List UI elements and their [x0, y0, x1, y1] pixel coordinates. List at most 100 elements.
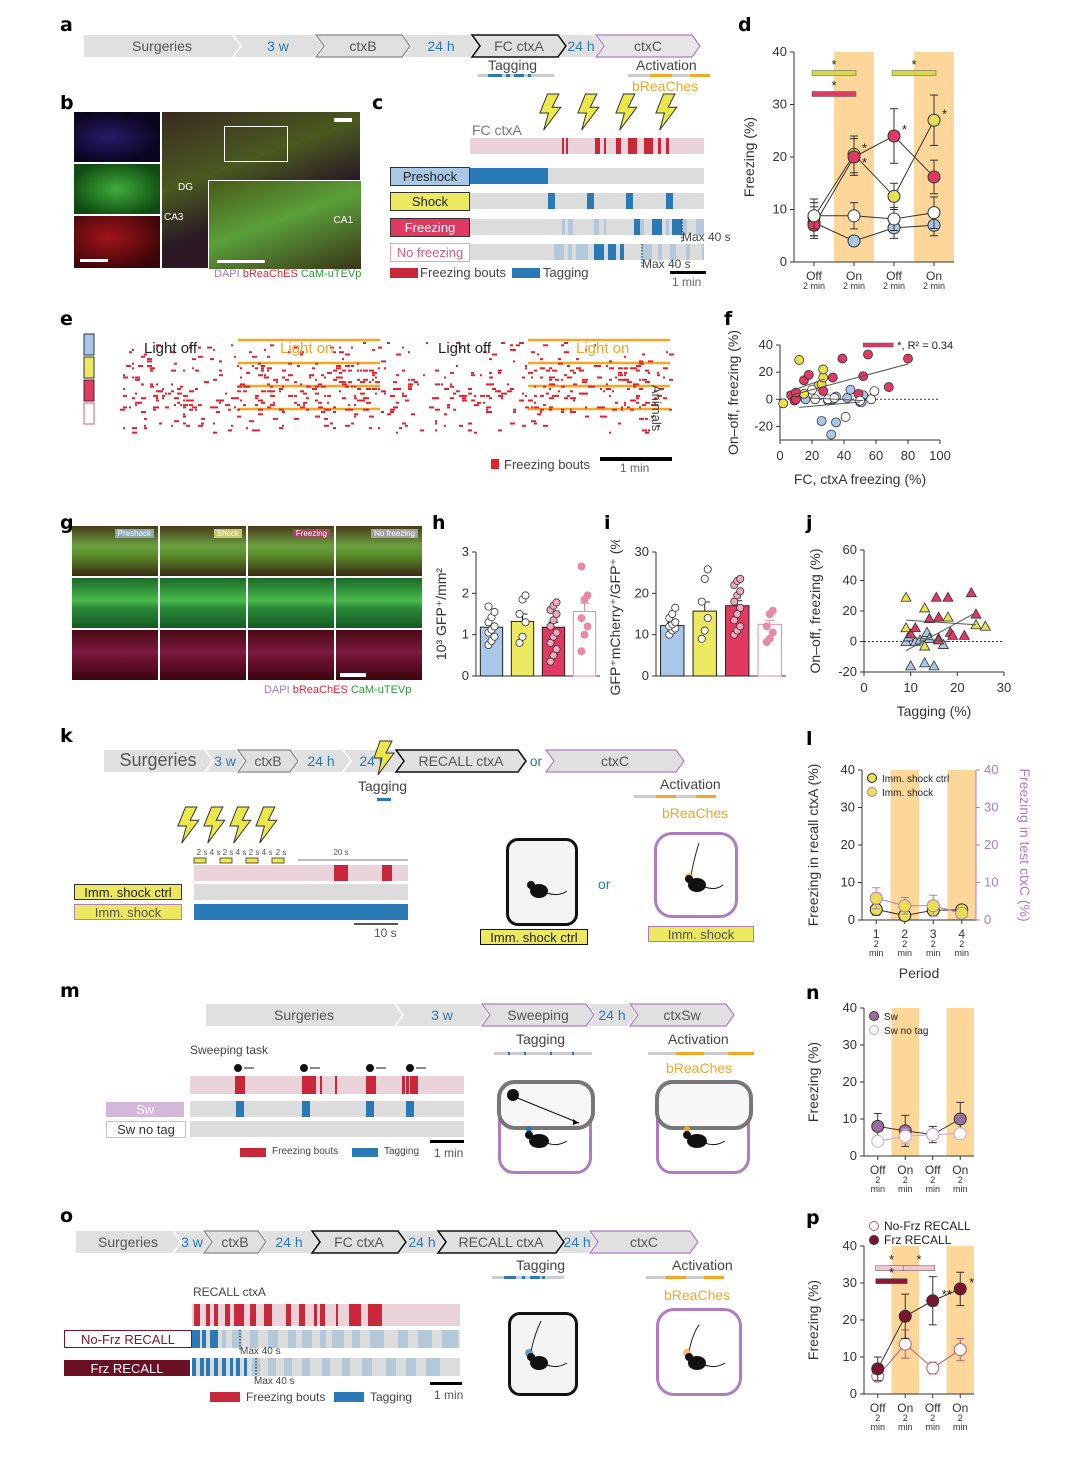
freezing-bout [135, 401, 140, 404]
freezing-bout [444, 376, 446, 379]
tagging-window [302, 1101, 310, 1117]
freezing-bout [318, 406, 323, 409]
timeline-step: ctxSw [663, 1007, 701, 1023]
significance-bar [891, 70, 937, 76]
data-point [768, 628, 777, 637]
freezing-bout [639, 388, 643, 390]
freezing-bout [302, 1076, 316, 1094]
freezing-bout [336, 1304, 338, 1326]
data-point [768, 606, 777, 615]
x-tick-label: Off [886, 269, 902, 283]
significance-star: * [902, 122, 907, 137]
arena-recall [508, 1312, 578, 1396]
data-point [926, 899, 940, 913]
animals-axis-label: Animals [649, 385, 664, 432]
freezing-bout [402, 394, 407, 397]
freezing-bout [270, 385, 273, 388]
freezing-bout [195, 369, 199, 372]
freezing-bout [564, 397, 568, 400]
panel-label-m: m [60, 980, 80, 1002]
tagging-window [244, 1358, 247, 1376]
freezing-bout [570, 397, 575, 400]
freezing-bout [339, 371, 342, 374]
freezing-bout [150, 367, 155, 370]
freezing-bout [129, 406, 131, 409]
freezing-bout [360, 399, 364, 402]
micrograph-tile [160, 630, 246, 680]
timeline-step: Surgeries [98, 1234, 158, 1250]
y-tick-label: 0 [850, 1386, 857, 1401]
data-point [847, 234, 861, 248]
tagging-bar-k [377, 798, 391, 801]
y-tick-label: -20 [754, 418, 773, 433]
freezing-bout [162, 397, 164, 400]
freezing-bout [639, 362, 644, 365]
x-tick-label: 2 [903, 1175, 908, 1185]
freezing-bout [543, 385, 546, 388]
freezing-bout [294, 381, 297, 384]
freezing-bout [366, 1076, 376, 1094]
freezing-bout [390, 408, 395, 411]
micrograph-opsin [74, 216, 160, 268]
significance-bar [903, 1265, 935, 1271]
freezing-bout [141, 397, 146, 400]
scale-bar-k [354, 923, 398, 925]
y-tick-label: 10 [635, 627, 649, 642]
freezing-bout [411, 413, 415, 416]
tagging-candidate [576, 244, 588, 260]
micrograph-tile [248, 630, 334, 680]
scale-bar [340, 673, 366, 677]
tagging-candidate [250, 1330, 258, 1348]
freezing-bout [192, 358, 196, 361]
y-axis-label: Freezing in recall ctxA (%) [805, 764, 821, 927]
freezing-bout [150, 385, 154, 388]
freezing-bout [648, 371, 650, 374]
regression-line [808, 397, 864, 402]
regression-line [799, 401, 861, 408]
y-tick-label: 20 [635, 585, 649, 600]
tagging-candidate [666, 219, 669, 235]
freezing-bout [156, 406, 159, 409]
x-tick-label: 2 min [843, 281, 865, 291]
y-tick-label: 0 [850, 1148, 857, 1163]
data-point [518, 632, 527, 641]
freezing-bout [498, 394, 501, 397]
tagging-window [206, 1358, 210, 1376]
scale-label-o: 1 min [434, 1388, 464, 1402]
freezing-bout [267, 367, 272, 370]
freezing-bout [159, 422, 162, 425]
tagging-label-o: Tagging [516, 1257, 566, 1273]
freezing-bout [522, 392, 524, 395]
freezing-bout [516, 344, 520, 347]
freezing-bout [462, 394, 467, 397]
freezing-bout [606, 388, 611, 390]
freezing-bout [264, 376, 269, 379]
freezing-bout [255, 404, 258, 407]
tagging-candidate [686, 244, 690, 260]
freezing-bout [189, 399, 194, 402]
x-tick-label: Off [806, 269, 822, 283]
data-point [703, 614, 712, 623]
timeline-chevron [588, 1004, 636, 1026]
freezing-bout [354, 394, 356, 397]
freezing-bout [558, 362, 563, 365]
freezing-bout [135, 378, 140, 381]
y-tick-label: 0 [766, 391, 773, 406]
freezing-bout [177, 388, 181, 390]
freezing-bout [546, 369, 550, 372]
significance-bar [811, 91, 857, 97]
tagging-candidate [222, 1330, 226, 1348]
interval-label: 20 s [333, 848, 348, 857]
data-point [794, 355, 805, 365]
freezing-bout [624, 367, 628, 370]
series-line [877, 1118, 961, 1136]
freezing-bout [453, 392, 456, 395]
timeline-chevron [292, 750, 350, 772]
freezing-bout [171, 383, 173, 386]
freezing-bout [123, 406, 127, 409]
freezing-bout [345, 408, 348, 411]
max-label-1: Max 40 s [682, 230, 731, 244]
freezing-bout [201, 422, 204, 425]
tagging-window [620, 244, 624, 260]
sw-no-tag-track [190, 1121, 464, 1137]
